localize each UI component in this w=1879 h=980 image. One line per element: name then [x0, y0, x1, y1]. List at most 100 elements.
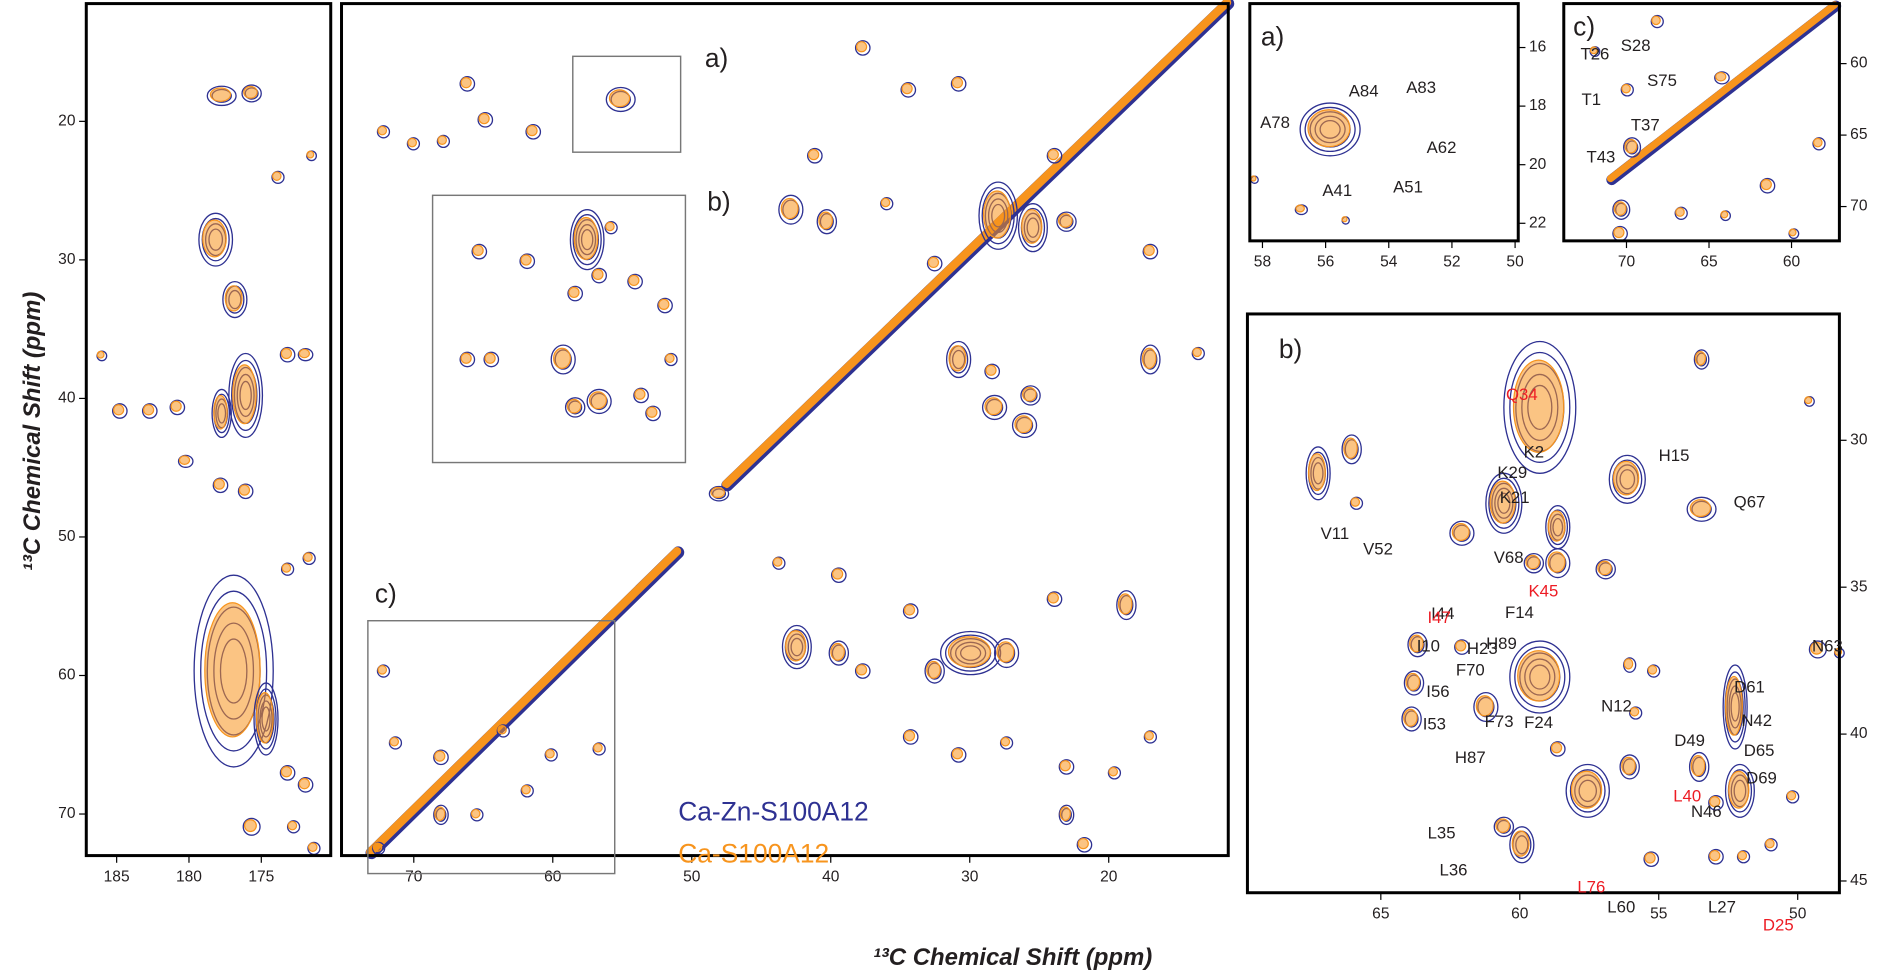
contour — [287, 820, 298, 831]
contour — [927, 256, 940, 269]
contour — [902, 729, 919, 745]
y-tick-label: 30 — [58, 251, 76, 268]
contour — [1813, 137, 1823, 148]
contour — [1401, 706, 1422, 732]
contour — [855, 41, 868, 53]
contour — [1720, 210, 1729, 219]
contour — [1764, 838, 1778, 852]
contour — [280, 766, 293, 778]
contour — [1191, 346, 1205, 361]
peak-label: Q67 — [1734, 493, 1766, 512]
contour — [781, 624, 812, 670]
contour — [307, 842, 318, 852]
contour — [433, 804, 449, 826]
peak-label: I56 — [1426, 682, 1449, 701]
panel-frame — [1562, 2, 1841, 243]
y-tick-label: 65 — [1850, 126, 1867, 143]
contour — [544, 748, 558, 762]
contour — [1621, 83, 1631, 94]
zoom-box-label: a) — [705, 43, 728, 73]
x-tick-label: 54 — [1380, 254, 1398, 271]
contour — [178, 455, 191, 465]
contour — [302, 551, 316, 566]
contour — [271, 170, 285, 184]
contour — [951, 77, 964, 89]
contour — [1647, 664, 1661, 678]
contour — [950, 76, 967, 92]
contour — [1343, 437, 1358, 459]
contour — [634, 388, 646, 400]
contour — [1304, 106, 1356, 153]
contour — [242, 817, 261, 836]
x-tick-label: 185 — [104, 868, 130, 885]
peak-label: L40 — [1673, 786, 1701, 805]
contour — [483, 351, 500, 368]
contour — [1651, 15, 1661, 26]
contour — [1722, 664, 1748, 750]
contour — [406, 137, 421, 151]
contour — [170, 400, 182, 412]
contour — [1629, 706, 1643, 720]
contour — [243, 85, 258, 99]
contour — [604, 221, 618, 235]
contour — [1011, 412, 1038, 439]
peak-label: K29 — [1497, 463, 1527, 482]
contour — [1405, 672, 1421, 691]
x-tick-label: 56 — [1317, 254, 1334, 271]
contour — [1046, 591, 1063, 607]
peak-label: A83 — [1406, 78, 1436, 97]
peak-label: L35 — [1428, 823, 1456, 842]
contour — [1714, 71, 1730, 85]
contour — [1624, 138, 1638, 154]
contour — [477, 111, 494, 128]
contour — [389, 736, 400, 747]
contour — [1047, 148, 1059, 161]
contour — [96, 350, 105, 359]
contour — [377, 125, 388, 136]
contour — [112, 404, 125, 416]
contour — [1056, 211, 1077, 232]
contour — [1786, 790, 1797, 801]
contour — [828, 640, 850, 666]
contour — [255, 692, 274, 744]
contour — [1550, 742, 1563, 754]
peak-label: D25 — [1763, 916, 1794, 935]
peak-label: D61 — [1734, 677, 1765, 696]
contour — [472, 244, 484, 257]
contour — [903, 604, 916, 616]
contour — [1759, 177, 1776, 194]
contour — [568, 286, 580, 299]
peak-label: D49 — [1674, 731, 1705, 750]
contour — [279, 765, 296, 781]
contours — [96, 0, 1845, 868]
contour — [1525, 554, 1540, 570]
contour — [1485, 472, 1523, 534]
contour — [1143, 730, 1158, 744]
contour — [1142, 243, 1159, 260]
contour — [1804, 396, 1813, 405]
peak-label: F73 — [1485, 712, 1514, 731]
y-tick-label: 60 — [58, 667, 76, 684]
contour — [880, 197, 891, 208]
contour — [372, 842, 383, 852]
contour — [111, 403, 128, 419]
x-tick-label: 55 — [1650, 905, 1667, 922]
contour — [628, 274, 640, 287]
contour — [297, 777, 314, 793]
contour — [1455, 640, 1467, 652]
x-tick-label: 30 — [961, 868, 979, 885]
contour — [202, 219, 227, 258]
contour — [985, 364, 997, 376]
peak-label: H87 — [1455, 748, 1486, 767]
x-tick-label: 175 — [248, 868, 274, 885]
zoom-box-label: b) — [707, 187, 730, 217]
y-tick-label: 35 — [1850, 578, 1867, 595]
contour — [1728, 770, 1750, 809]
contour — [1810, 641, 1824, 655]
contour — [1059, 806, 1071, 821]
contour — [1000, 736, 1011, 747]
contour — [664, 352, 678, 367]
y-tick-label: 40 — [1850, 725, 1868, 742]
contour — [772, 557, 783, 567]
